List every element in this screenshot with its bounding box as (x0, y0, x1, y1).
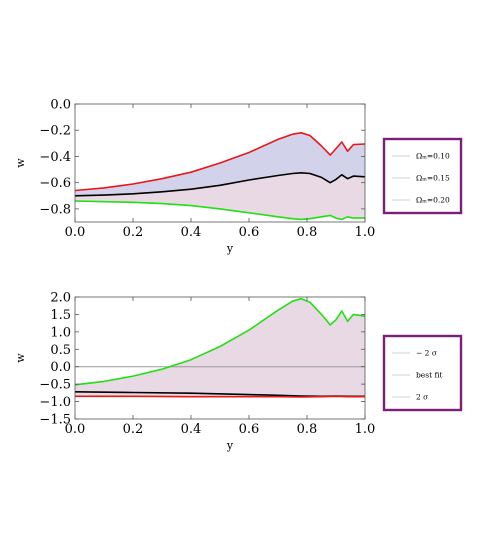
legend-entry: best fit (416, 371, 443, 380)
x-tick-label: 0.8 (297, 422, 318, 437)
legend-bottom: − 2 σ best fit 2 σ (382, 334, 463, 412)
y-tick-label: 0.0 (50, 98, 71, 113)
legend-top: Ωₘ=0.10 Ωₘ=0.15 Ωₘ=0.20 (382, 137, 463, 215)
x-tick-label: 0.4 (181, 225, 202, 240)
y-axis-label: w (14, 353, 27, 363)
y-tick-label: −0.6 (39, 176, 71, 191)
plot-frame (74, 103, 366, 223)
x-tick-label: 0.8 (297, 225, 318, 240)
chart-top: 0.0 0.2 0.4 0.6 0.8 1.0 0.0 −0.2 −0.4 −0.6 −0.8 y w (14, 98, 375, 256)
x-tick-label: 0.2 (123, 422, 144, 437)
legend-box (382, 137, 463, 215)
y-tick-label: 0.0 (50, 360, 71, 375)
legend-entry: − 2 σ (416, 349, 437, 358)
chart-bottom: 0.0 0.2 0.4 0.6 0.8 1.0 2.0 1.5 1.0 0.5 0.0 −0.5 −1.… (14, 291, 375, 453)
y-tick-label: −0.2 (39, 124, 71, 139)
x-tick-label: 0.4 (181, 422, 202, 437)
series-line-0 (74, 132, 366, 192)
y-axis-label: w (14, 158, 27, 168)
x-axis-label: y (226, 439, 234, 452)
legend-entry: Ωₘ=0.20 (416, 196, 450, 205)
legend-entry: 2 σ (416, 393, 428, 402)
x-tick-label: 0.6 (239, 225, 260, 240)
y-tick-label: 2.0 (50, 291, 71, 306)
y-tick-label: −0.8 (39, 202, 71, 217)
legend-entry: Ωₘ=0.10 (416, 152, 450, 161)
upper-band (75, 133, 365, 196)
series-line-1 (74, 172, 366, 197)
legend-box (382, 334, 463, 412)
x-tick-label: 0.6 (239, 422, 260, 437)
y-tick-label: −0.4 (39, 150, 71, 165)
legend-entry: Ωₘ=0.15 (416, 174, 450, 183)
x-tick-label: 0.0 (65, 225, 86, 240)
plot-frame (74, 296, 366, 420)
y-tick-label: 1.0 (50, 325, 71, 340)
x-tick-label: 1.0 (355, 422, 376, 437)
x-tick-label: 1.0 (355, 225, 376, 240)
y-tick-label: 0.5 (50, 343, 71, 358)
x-tick-label: 0.2 (123, 225, 144, 240)
series-line-0 (74, 297, 366, 386)
series-line-2 (74, 200, 366, 221)
confidence-band (75, 299, 365, 397)
series-line-2 (75, 395, 365, 398)
y-tick-label: −0.5 (39, 378, 71, 393)
x-tick-label: 0.0 (65, 422, 86, 437)
y-tick-label: −1.5 (39, 413, 71, 428)
y-tick-label: −1.0 (39, 395, 71, 410)
x-axis-label: y (226, 242, 234, 255)
y-tick-label: 1.5 (50, 308, 71, 323)
